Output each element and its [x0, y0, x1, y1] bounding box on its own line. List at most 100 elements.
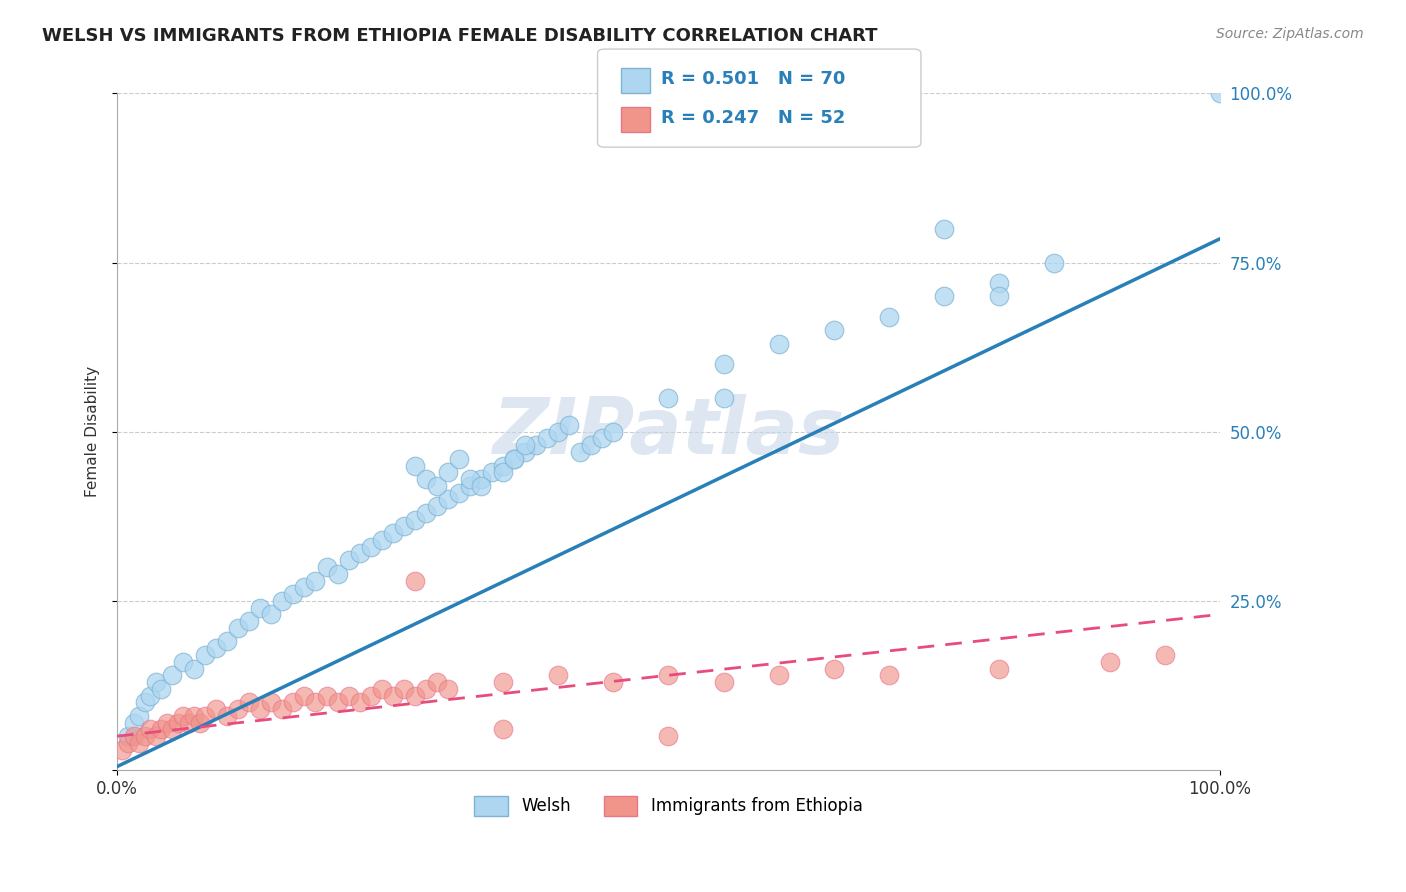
- Point: [111, 742, 134, 756]
- Point: [1043, 255, 1066, 269]
- Point: [134, 695, 156, 709]
- Point: [122, 729, 145, 743]
- Point: [524, 438, 547, 452]
- Point: [304, 695, 326, 709]
- Point: [128, 736, 150, 750]
- Point: [713, 391, 735, 405]
- Point: [547, 668, 569, 682]
- Point: [934, 221, 956, 235]
- Legend: Welsh, Immigrants from Ethiopia: Welsh, Immigrants from Ethiopia: [468, 789, 869, 822]
- Point: [426, 479, 449, 493]
- Point: [150, 681, 173, 696]
- Point: [713, 675, 735, 690]
- Point: [569, 445, 592, 459]
- Point: [458, 479, 481, 493]
- Point: [194, 709, 217, 723]
- Point: [513, 438, 536, 452]
- Point: [1209, 87, 1232, 101]
- Point: [492, 465, 515, 479]
- Point: [360, 689, 382, 703]
- Point: [381, 526, 404, 541]
- Point: [271, 702, 294, 716]
- Point: [415, 472, 437, 486]
- Point: [194, 648, 217, 662]
- Point: [160, 723, 183, 737]
- Point: [283, 695, 305, 709]
- Point: [458, 472, 481, 486]
- Text: R = 0.501   N = 70: R = 0.501 N = 70: [661, 70, 845, 87]
- Point: [503, 451, 526, 466]
- Point: [381, 689, 404, 703]
- Point: [404, 574, 426, 588]
- Point: [558, 417, 581, 432]
- Point: [988, 661, 1011, 675]
- Point: [988, 289, 1011, 303]
- Point: [337, 553, 360, 567]
- Point: [326, 566, 349, 581]
- Point: [183, 709, 205, 723]
- Point: [217, 709, 239, 723]
- Point: [315, 560, 337, 574]
- Point: [404, 689, 426, 703]
- Point: [492, 458, 515, 473]
- Point: [426, 499, 449, 513]
- Point: [823, 323, 845, 337]
- Point: [415, 681, 437, 696]
- Text: ZIPatlas: ZIPatlas: [492, 393, 845, 470]
- Point: [415, 506, 437, 520]
- Point: [122, 715, 145, 730]
- Point: [392, 681, 415, 696]
- Point: [294, 580, 316, 594]
- Point: [481, 465, 503, 479]
- Point: [283, 587, 305, 601]
- Point: [713, 357, 735, 371]
- Point: [294, 689, 316, 703]
- Point: [139, 723, 162, 737]
- Point: [326, 695, 349, 709]
- Point: [437, 681, 460, 696]
- Point: [349, 546, 371, 560]
- Point: [404, 458, 426, 473]
- Point: [249, 600, 271, 615]
- Point: [768, 336, 790, 351]
- Point: [271, 594, 294, 608]
- Point: [447, 485, 470, 500]
- Text: WELSH VS IMMIGRANTS FROM ETHIOPIA FEMALE DISABILITY CORRELATION CHART: WELSH VS IMMIGRANTS FROM ETHIOPIA FEMALE…: [42, 27, 877, 45]
- Point: [823, 661, 845, 675]
- Point: [177, 715, 200, 730]
- Point: [166, 715, 188, 730]
- Point: [349, 695, 371, 709]
- Point: [260, 695, 283, 709]
- Point: [657, 391, 679, 405]
- Point: [513, 445, 536, 459]
- Point: [315, 689, 337, 703]
- Point: [128, 709, 150, 723]
- Point: [447, 451, 470, 466]
- Point: [1098, 655, 1121, 669]
- Point: [536, 432, 558, 446]
- Point: [877, 668, 900, 682]
- Point: [260, 607, 283, 622]
- Point: [134, 729, 156, 743]
- Point: [547, 425, 569, 439]
- Y-axis label: Female Disability: Female Disability: [86, 366, 100, 497]
- Point: [503, 451, 526, 466]
- Point: [404, 513, 426, 527]
- Point: [426, 675, 449, 690]
- Point: [591, 432, 613, 446]
- Point: [205, 641, 228, 656]
- Point: [117, 736, 139, 750]
- Point: [657, 668, 679, 682]
- Point: [238, 695, 260, 709]
- Point: [217, 634, 239, 648]
- Point: [492, 723, 515, 737]
- Point: [337, 689, 360, 703]
- Point: [934, 289, 956, 303]
- Point: [226, 621, 249, 635]
- Point: [145, 675, 167, 690]
- Point: [437, 492, 460, 507]
- Point: [249, 702, 271, 716]
- Point: [768, 668, 790, 682]
- Point: [150, 723, 173, 737]
- Point: [579, 438, 602, 452]
